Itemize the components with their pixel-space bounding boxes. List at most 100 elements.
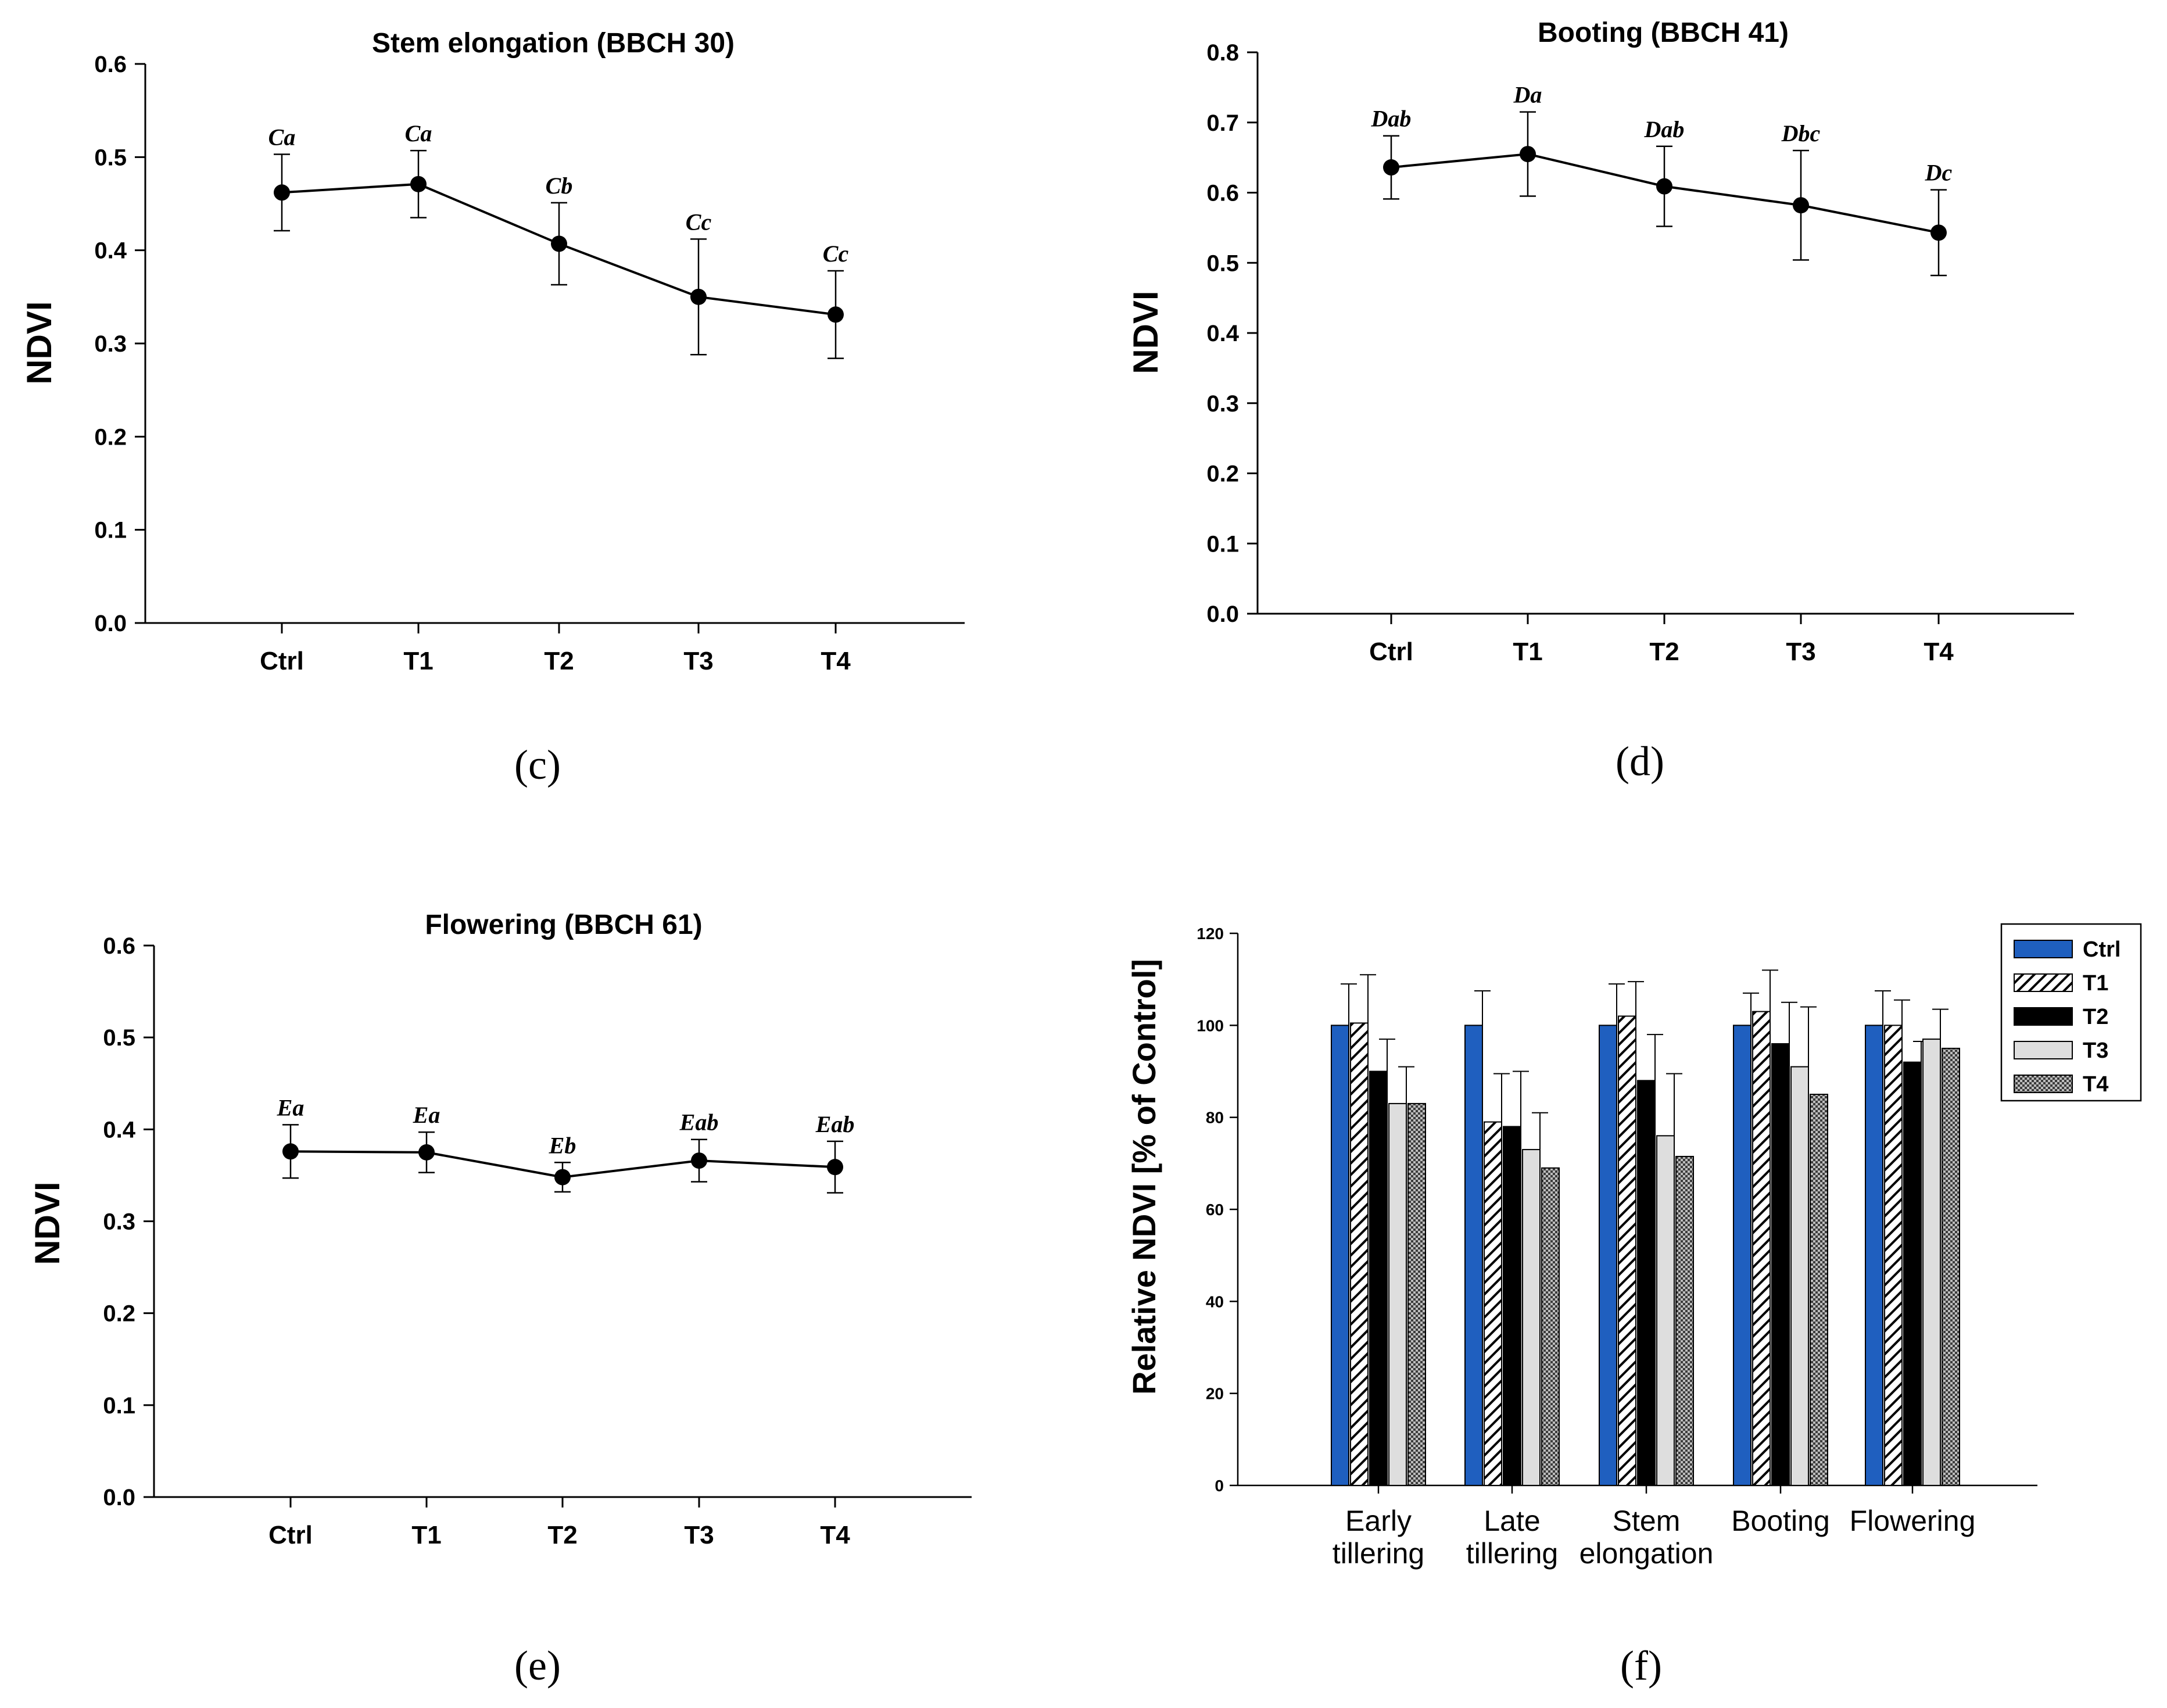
legend-swatch-t3 xyxy=(2014,1041,2073,1059)
panel-label: (d) xyxy=(1616,738,1664,785)
bar-t2 xyxy=(1369,1070,1388,1486)
legend: Ctrl T1 T2 T3 T4 xyxy=(2000,923,2142,1102)
x-tick-label: Ctrl xyxy=(268,1521,313,1549)
significance-label: Ea xyxy=(413,1102,440,1128)
y-tick-label: 0.2 xyxy=(94,424,127,450)
y-tick-label: 0.0 xyxy=(1206,601,1239,627)
bar-t3 xyxy=(1656,1135,1675,1486)
y-tick-label: 0.2 xyxy=(1206,461,1239,487)
significance-label: Dab xyxy=(1371,106,1412,132)
bar-ctrl xyxy=(1733,1025,1751,1487)
y-tick-label: 0.2 xyxy=(103,1301,135,1327)
x-tick-label: Flowering xyxy=(1850,1505,1976,1537)
plot-area: 0.0 0.1 0.2 0.3 0.4 0.5 0.6 Ctrl T1 T2 T3 T4 Ea Ea Eb E… xyxy=(103,933,972,1549)
y-tick-label: 0.6 xyxy=(94,52,127,77)
y-tick-label: 20 xyxy=(1206,1385,1224,1403)
significance-label: Dc xyxy=(1925,160,1953,186)
significance-label: Cc xyxy=(686,209,712,235)
y-tick-label: 80 xyxy=(1206,1109,1224,1127)
x-tick-label: Late xyxy=(1484,1505,1540,1537)
y-axis-label: Relative NDVI [% of Control] xyxy=(1126,959,1162,1395)
plot-area: 0.0 0.1 0.2 0.3 0.4 0.5 0.6 0.7 0.8 Ctrl T1 T2 T3 T4 D… xyxy=(1206,40,2074,666)
y-tick-label: 40 xyxy=(1206,1292,1224,1310)
legend-label: T1 xyxy=(2083,971,2108,996)
significance-label: Ca xyxy=(268,124,296,151)
x-tick-label: T2 xyxy=(1649,638,1679,666)
bar-t1 xyxy=(1884,1025,1903,1487)
y-tick-label: 0.5 xyxy=(1206,250,1239,276)
significance-label: Eab xyxy=(815,1111,855,1137)
significance-label: Eb xyxy=(549,1132,576,1158)
data-point xyxy=(554,1169,571,1186)
chart-title: Stem elongation (BBCH 30) xyxy=(372,28,735,59)
bar-t2 xyxy=(1637,1080,1656,1487)
significance-label: Cb xyxy=(546,173,573,199)
y-tick-label: 0.3 xyxy=(103,1209,135,1235)
data-point xyxy=(418,1144,435,1161)
legend-label: T4 xyxy=(2083,1072,2108,1097)
x-tick-label: Ctrl xyxy=(260,647,304,675)
significance-label: Eab xyxy=(679,1109,719,1136)
y-tick-label: 0.0 xyxy=(94,611,127,636)
x-tick-label: T1 xyxy=(1513,638,1542,666)
panel-label: (c) xyxy=(514,742,561,788)
legend-label: Ctrl xyxy=(2083,937,2121,962)
y-tick-label: 0.0 xyxy=(103,1485,135,1510)
bar-t1 xyxy=(1350,1022,1369,1486)
x-tick-label: elongation xyxy=(1579,1537,1714,1570)
bar-t2 xyxy=(1771,1043,1790,1486)
bar-ctrl xyxy=(1865,1025,1883,1487)
bar-t4 xyxy=(1407,1102,1426,1486)
y-tick-label: 0.1 xyxy=(94,518,127,543)
panel-e-flowering-chart: Flowering (BBCH 61) NDVI (e) 0.00.10.20.… xyxy=(28,909,972,1689)
x-tick-label: tillering xyxy=(1333,1537,1424,1570)
bar-ctrl xyxy=(1464,1025,1483,1487)
bar-t2 xyxy=(1503,1126,1521,1486)
x-tick-label: T4 xyxy=(1924,638,1954,666)
bar-t2 xyxy=(1903,1061,1922,1486)
bar-t4 xyxy=(1810,1094,1828,1487)
x-tick-label: T1 xyxy=(411,1521,441,1549)
data-point xyxy=(1793,197,1809,214)
x-tick-label: T3 xyxy=(1786,638,1815,666)
legend-label: T3 xyxy=(2083,1039,2108,1063)
x-tick-label: Early xyxy=(1345,1505,1412,1537)
plot-area: 020406080100120EarlytilleringLatetilleri… xyxy=(1197,925,2037,1570)
significance-label: Dbc xyxy=(1781,120,1821,146)
data-point xyxy=(551,235,567,252)
y-tick-label: 0.7 xyxy=(1206,110,1239,136)
y-tick-label: 0 xyxy=(1215,1477,1224,1495)
legend-swatch-t1 xyxy=(2014,973,2073,992)
data-point xyxy=(827,1159,843,1176)
y-tick-label: 100 xyxy=(1197,1016,1224,1034)
bar-ctrl xyxy=(1599,1025,1617,1487)
y-tick-label: 0.4 xyxy=(103,1117,135,1143)
data-point xyxy=(282,1143,299,1160)
y-tick-label: 0.1 xyxy=(1206,531,1239,557)
x-tick-label: T4 xyxy=(821,647,851,675)
y-tick-label: 0.5 xyxy=(94,145,127,170)
y-tick-label: 60 xyxy=(1206,1201,1224,1219)
bar-ctrl xyxy=(1331,1025,1349,1487)
panel-d-booting-chart: Booting (BBCH 41) NDVI (d) 0.00.10.20.30… xyxy=(1126,17,2074,785)
data-point xyxy=(691,1152,707,1169)
bar-t1 xyxy=(1618,1015,1636,1486)
data-point xyxy=(1383,159,1399,176)
y-tick-label: 120 xyxy=(1197,925,1224,943)
y-tick-label: 0.1 xyxy=(103,1393,135,1419)
legend-label: T2 xyxy=(2083,1005,2108,1029)
x-tick-label: tillering xyxy=(1466,1537,1558,1570)
x-tick-label: Stem xyxy=(1613,1505,1681,1537)
y-tick-label: 0.6 xyxy=(103,933,135,959)
legend-swatch-t2 xyxy=(2014,1007,2073,1026)
bar-t1 xyxy=(1752,1011,1771,1487)
y-tick-label: 0.4 xyxy=(94,238,127,264)
bar-t4 xyxy=(1675,1155,1694,1486)
y-tick-label: 0.5 xyxy=(103,1025,135,1051)
bar-t3 xyxy=(1922,1039,1941,1487)
bar-t4 xyxy=(1541,1167,1560,1486)
data-point xyxy=(1656,178,1672,195)
bar-t1 xyxy=(1484,1121,1502,1486)
y-axis-label: NDVI xyxy=(28,1181,67,1265)
significance-label: Dab xyxy=(1644,116,1685,142)
